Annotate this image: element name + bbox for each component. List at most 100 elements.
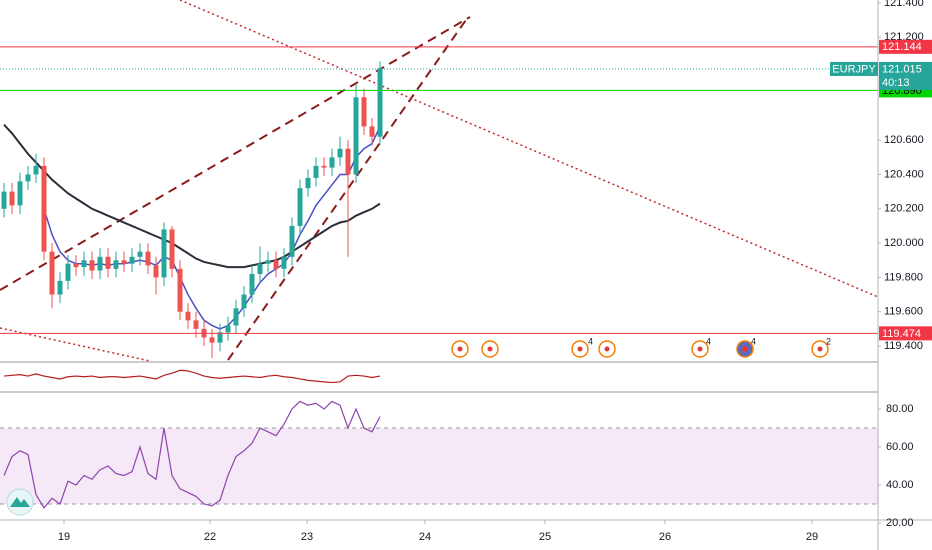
x-tick-label: 25	[539, 531, 551, 543]
x-tick-label: 29	[806, 531, 818, 543]
candle-body	[217, 332, 223, 343]
candle-body	[121, 260, 127, 264]
candle-body	[9, 191, 15, 206]
band	[0, 427, 878, 505]
events: 4 4 4 2	[451, 336, 831, 358]
main-pane	[1, 61, 383, 359]
y-tick-label: 119.600	[884, 306, 923, 318]
x-tick-label: 19	[58, 531, 70, 543]
y-tick-label: 121.400	[884, 0, 924, 9]
y-tick-label: 120.600	[884, 134, 924, 146]
symbol-label: EURJPY	[832, 63, 876, 75]
candle-body	[369, 126, 375, 137]
candle-body	[129, 256, 135, 264]
moving-average	[3, 124, 381, 269]
candle-body	[41, 165, 47, 252]
candle-body	[377, 68, 383, 137]
price-label-box	[879, 326, 932, 341]
price-label: 119.474	[882, 328, 921, 340]
candle-body	[297, 188, 303, 226]
event-icon[interactable]	[736, 340, 754, 358]
trend-line	[0, 16, 471, 291]
trend-line	[227, 16, 469, 361]
x-tick-label: 22	[204, 531, 216, 543]
indicator-line	[3, 400, 381, 509]
candle-body	[321, 165, 327, 168]
candle-body	[1, 191, 7, 209]
candle-body	[169, 229, 175, 269]
candle-body	[241, 294, 247, 309]
trend-line	[179, 0, 879, 298]
candle-body	[249, 273, 255, 295]
event-badge: 2	[826, 336, 831, 346]
candle-body	[145, 251, 151, 266]
candle-body	[209, 337, 215, 343]
candle-body	[89, 260, 95, 271]
price-label: 121.144	[882, 41, 922, 53]
candle-body	[313, 165, 319, 178]
event-icon[interactable]	[571, 340, 589, 358]
event-icon[interactable]	[598, 340, 616, 358]
indicator-pane	[0, 400, 878, 509]
candle-body	[289, 225, 295, 257]
y-tick-label: 20.00	[886, 517, 914, 529]
candle-body	[345, 148, 351, 175]
candle-body	[65, 263, 71, 281]
candle-body	[265, 260, 271, 264]
candle-body	[17, 181, 23, 206]
candle-body	[337, 148, 343, 158]
event-icon[interactable]	[811, 340, 829, 358]
candle-body	[137, 251, 143, 257]
symbol-box	[830, 61, 878, 76]
x-tick-label: 24	[419, 531, 431, 543]
candle-body	[177, 268, 183, 312]
candle-body	[113, 260, 119, 269]
last-price-label: 121.015	[882, 63, 922, 75]
candle-body	[281, 256, 287, 269]
candle-body	[225, 325, 231, 333]
logo[interactable]	[6, 488, 34, 516]
x-tick-label: 26	[659, 531, 671, 543]
candle-body	[305, 177, 311, 189]
candle-body	[161, 229, 167, 278]
event-icon[interactable]	[451, 340, 469, 358]
candle-body	[49, 251, 55, 295]
candle-body	[57, 280, 63, 295]
candle-body	[153, 265, 159, 278]
last-price-box	[879, 61, 932, 90]
y-tick-label: 120.200	[884, 203, 924, 215]
y-tick-label: 119.800	[884, 271, 923, 283]
candle-body	[97, 256, 103, 271]
candle-body	[273, 260, 279, 269]
event-badge: 4	[751, 336, 756, 346]
countdown: 40:13	[882, 77, 910, 89]
candle-body	[257, 263, 263, 274]
candle-body	[25, 174, 31, 182]
candle-body	[105, 256, 111, 269]
candle-body	[329, 157, 335, 168]
event-badge: 4	[588, 336, 593, 346]
event-badge: 4	[706, 336, 711, 346]
candle-body	[73, 263, 79, 268]
y-tick-label: 119.400	[884, 340, 923, 352]
event-icon[interactable]	[481, 340, 499, 358]
candle-body	[233, 308, 239, 326]
price-label-box	[879, 39, 932, 54]
y-tick-label: 40.00	[886, 479, 914, 491]
candle-body	[33, 165, 39, 175]
indicator-line	[3, 369, 381, 384]
candle-body	[193, 320, 199, 329]
candle-body	[361, 97, 367, 127]
y-tick-label: 80.00	[886, 403, 914, 415]
candle-body	[185, 311, 191, 321]
y-tick-label: 120.400	[884, 168, 924, 180]
y-tick-label: 60.00	[886, 441, 914, 453]
candle-body	[353, 97, 359, 175]
y-tick-label: 120.000	[884, 237, 924, 249]
x-tick-label: 23	[301, 531, 313, 543]
indicator-pane	[3, 369, 381, 384]
event-icon[interactable]	[691, 340, 709, 358]
candle-body	[81, 260, 87, 268]
